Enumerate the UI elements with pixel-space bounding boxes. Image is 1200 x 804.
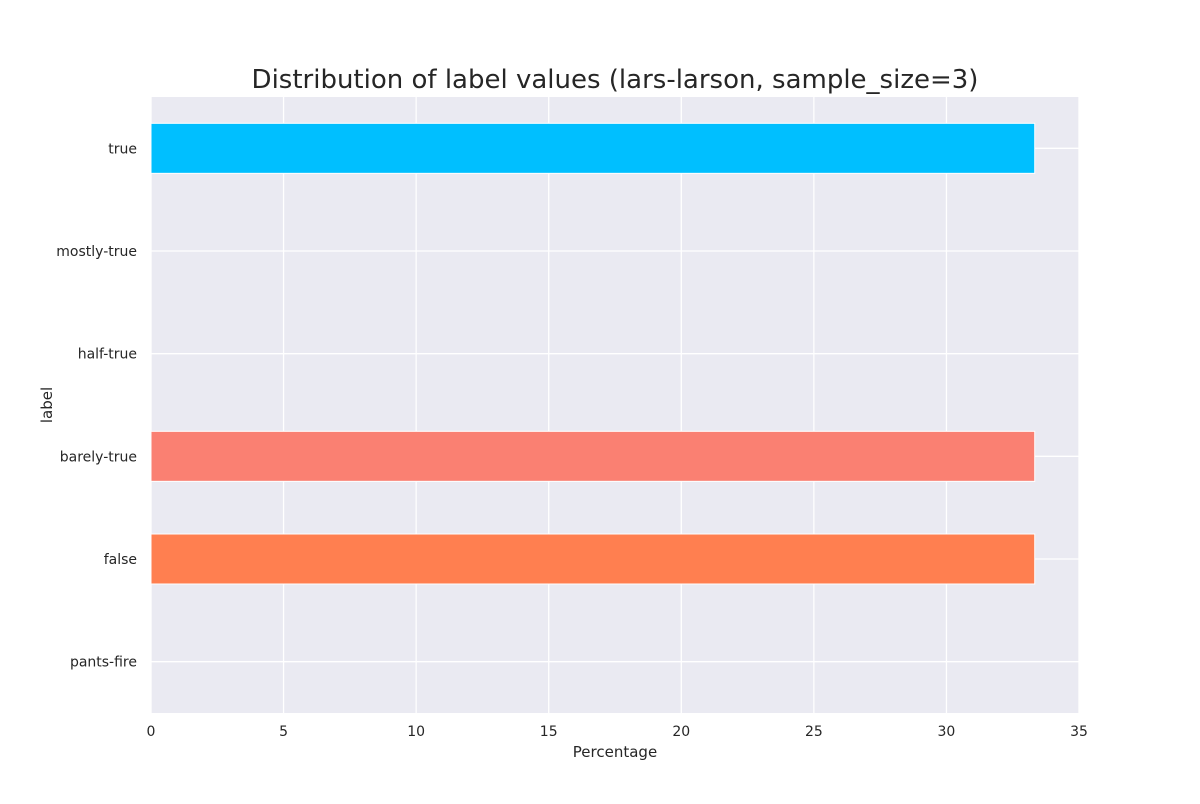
x-tick-label: 5 (279, 724, 288, 740)
y-tick-label: false (104, 552, 137, 568)
y-axis-ticks: true mostly-true half-true barely-true false… (56, 141, 137, 670)
x-tick-label: 0 (147, 724, 156, 740)
bar-true (150, 122, 1036, 174)
x-tick-label: 35 (1070, 724, 1088, 740)
x-tick-label: 10 (407, 724, 425, 740)
x-axis-label: Percentage (573, 743, 657, 761)
bar-barely-true (150, 430, 1036, 482)
x-tick-label: 30 (938, 724, 956, 740)
y-axis-label: label (38, 387, 56, 423)
y-tick-label: barely-true (60, 449, 137, 465)
x-tick-label: 20 (672, 724, 690, 740)
y-tick-label: pants-fire (70, 655, 137, 671)
y-tick-label: half-true (78, 347, 137, 363)
y-tick-label: true (108, 141, 137, 157)
bar-false (150, 533, 1036, 585)
y-tick-label: mostly-true (56, 244, 137, 260)
bars (150, 122, 1036, 585)
x-tick-label: 15 (540, 724, 558, 740)
x-axis-ticks: 0 5 10 15 20 25 30 35 (147, 724, 1088, 740)
x-tick-label: 25 (805, 724, 823, 740)
plot-area (151, 97, 1079, 713)
chart-title: Distribution of label values (lars-larso… (252, 65, 979, 95)
